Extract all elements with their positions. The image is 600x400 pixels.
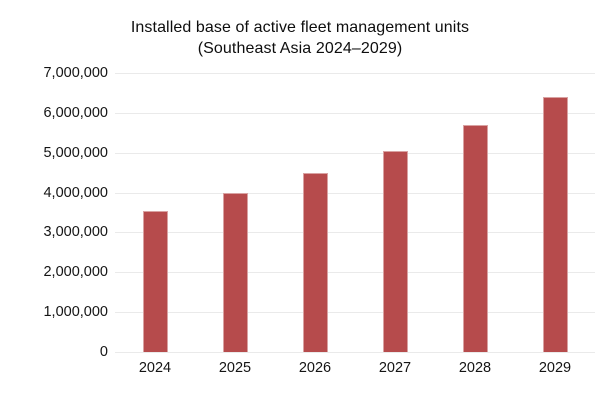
x-axis-tick-label: 2024 (138, 360, 172, 376)
bar-2027 (382, 150, 408, 352)
y-axis-tick-label: 2,000,000 (43, 264, 108, 281)
gridline (115, 73, 595, 74)
x-axis: 2024 2025 2026 2027 2028 2029 (115, 359, 595, 383)
chart-title: Installed base of active fleet managemen… (130, 19, 470, 36)
gridline (115, 112, 595, 114)
y-axis-tick-label: 0 (99, 344, 108, 360)
y-axis-tick-label: 3,000,000 (43, 224, 108, 241)
bar-2024 (142, 210, 168, 352)
gridline (115, 352, 595, 353)
bar-2029 (542, 96, 568, 352)
y-axis-tick-label: 6,000,000 (43, 104, 108, 121)
gridline (115, 192, 595, 194)
bar-2028 (462, 124, 488, 352)
plot-area (115, 73, 595, 353)
x-axis-tick-label: 2027 (378, 360, 412, 376)
y-axis-tick-label: 4,000,000 (43, 184, 108, 201)
y-axis-tick-label: 1,000,000 (43, 304, 108, 321)
x-axis-tick-label: 2029 (538, 360, 572, 376)
gridline (115, 232, 595, 234)
gridline (115, 152, 595, 154)
y-axis-tick-label: 5,000,000 (43, 144, 108, 161)
x-axis-tick-label: 2026 (298, 360, 332, 376)
bar-2025 (222, 192, 248, 352)
bar-2026 (302, 172, 328, 352)
chart-subtitle: (Southeast Asia 2024–2029) (197, 40, 403, 57)
x-axis-tick-label: 2025 (218, 360, 252, 376)
y-axis: 0 1,000,000 2,000,000 3,000,000 4,000,000 5,0… (0, 0, 108, 400)
gridline (115, 272, 595, 274)
chart-title-block: Installed base of active fleet managemen… (0, 17, 600, 59)
y-axis-tick-label: 7,000,000 (43, 65, 108, 81)
gridline (115, 312, 595, 314)
x-axis-tick-label: 2028 (458, 360, 492, 376)
